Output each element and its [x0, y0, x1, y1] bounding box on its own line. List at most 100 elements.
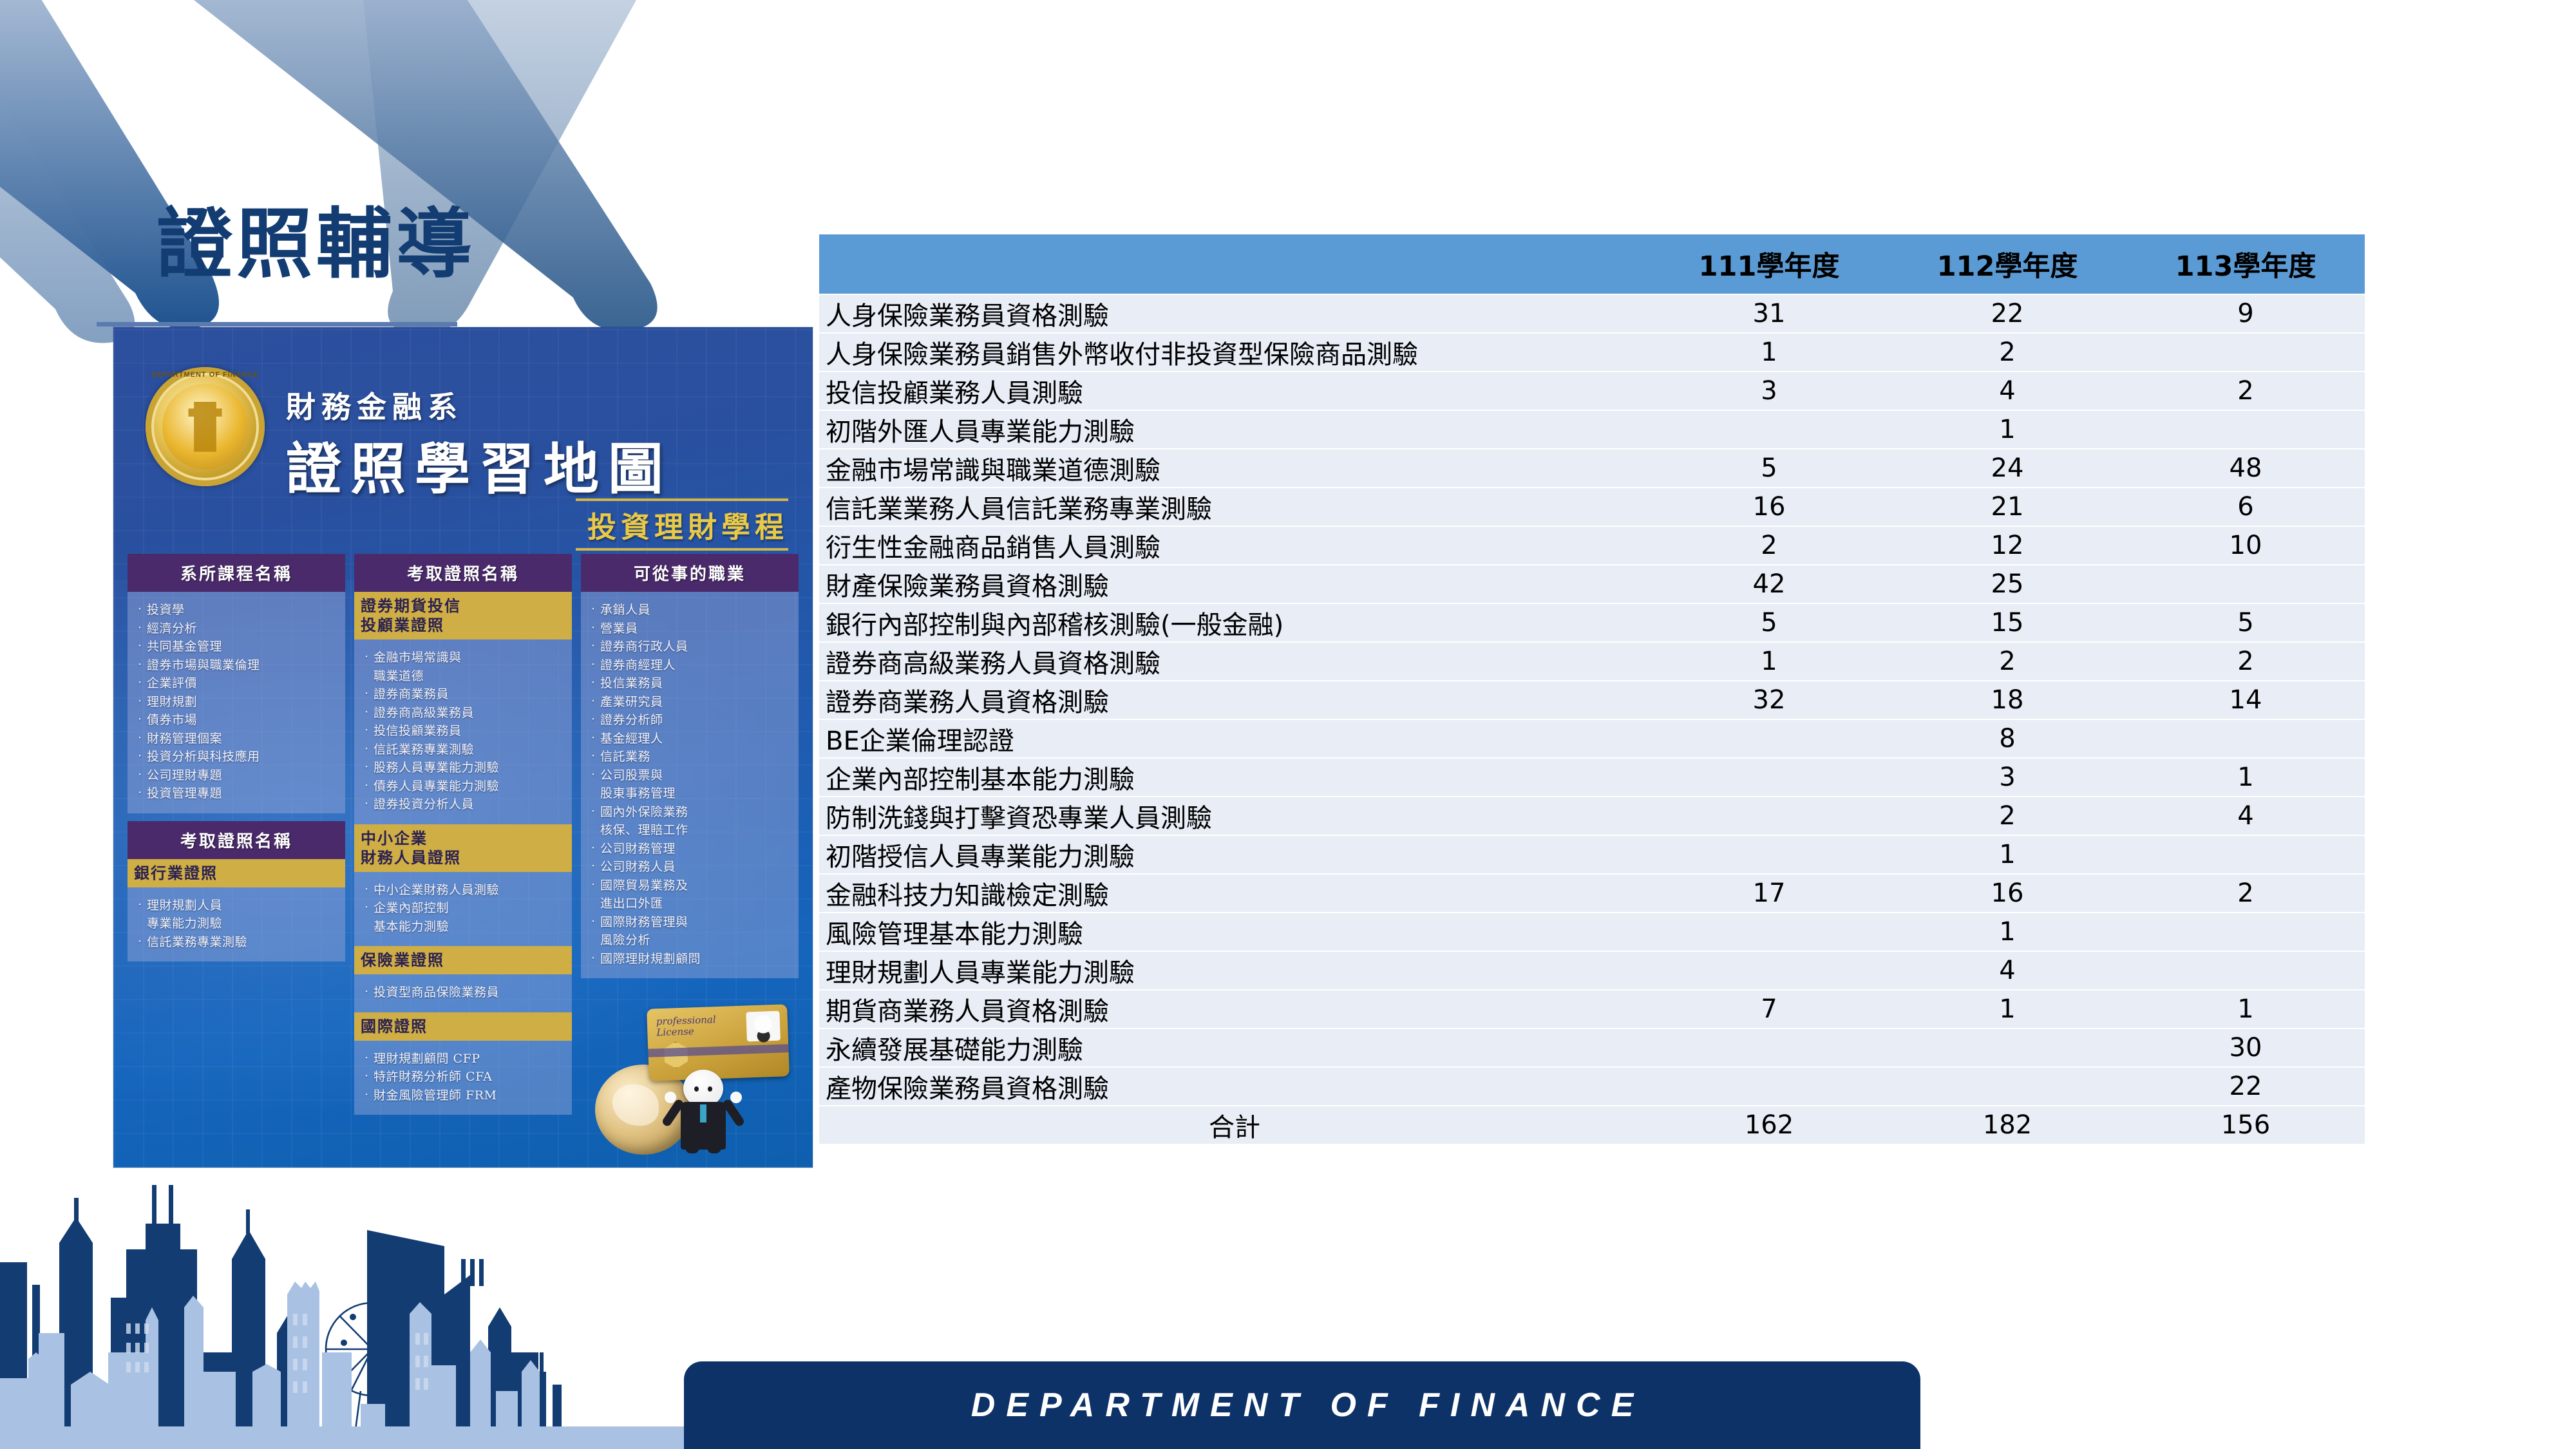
list-item-continuation: 專業能力測驗 — [147, 916, 223, 931]
certification-counts-table: 111學年度 112學年度 113學年度 人身保險業務員資格測驗 31 22 9 人身保… — [819, 233, 2365, 1145]
cell-112: 2 — [1888, 643, 2126, 680]
cell-exam-name: 人身保險業務員銷售外幣收付非投資型保險商品測驗 — [819, 334, 1650, 371]
poster-column-spacer — [128, 813, 345, 821]
cell-exam-name: BE企業倫理認證 — [819, 720, 1650, 757]
poster-column-courses: 系所課程名稱 投資學 經濟分析 共同基金管理 證券市場與職業倫理 企業評價 理財… — [128, 554, 345, 1115]
cell-112: 1 — [1888, 411, 2126, 448]
poster-column-body: 金融市場常識與 職業道德 證券商業務員 證券商高級業務員 投信投顧業務員 信託業… — [354, 639, 572, 824]
cell-112: 12 — [1888, 527, 2126, 564]
poster-band: 中小企業 財務人員證照 — [354, 824, 572, 872]
cell-112: 4 — [1888, 372, 2126, 410]
cell-113: 14 — [2126, 681, 2365, 719]
table-header: 111學年度 112學年度 113學年度 — [819, 234, 2365, 294]
decorative-chevrons — [0, 0, 805, 361]
table-row: 投信投顧業務人員測驗 3 4 2 — [819, 372, 2365, 410]
column-header-113: 113學年度 — [2126, 234, 2365, 294]
globe-icon — [595, 1065, 692, 1155]
list-item: 投資管理專題 — [137, 784, 339, 803]
table-row: 理財規劃人員專業能力測驗 4 — [819, 952, 2365, 989]
cell-exam-name: 合計 — [819, 1106, 1650, 1144]
cell-111: 3 — [1650, 372, 1888, 410]
footer-band: DEPARTMENT OF FINANCE — [684, 1361, 1920, 1449]
list-item: 證券商高級業務員 — [363, 703, 565, 723]
poster-list: 中小企業財務人員測驗 企業內部控制 基本能力測驗 — [363, 880, 565, 936]
cityscape-illustration — [0, 1185, 721, 1449]
cell-113: 156 — [2126, 1106, 2365, 1144]
cell-113: 4 — [2126, 797, 2365, 835]
list-item: 公司財務人員 — [590, 857, 792, 876]
table-header-row: 111學年度 112學年度 113學年度 — [819, 234, 2365, 294]
cell-113: 2 — [2126, 643, 2365, 680]
cell-111 — [1650, 952, 1888, 989]
cell-112: 182 — [1888, 1106, 2126, 1144]
mascot-body — [661, 1070, 746, 1153]
cell-exam-name: 證券商業務人員資格測驗 — [819, 681, 1650, 719]
list-item: 理財規劃顧問 CFP — [363, 1049, 565, 1068]
cell-111: 2 — [1650, 527, 1888, 564]
seal-emblem-icon — [188, 401, 222, 452]
cell-exam-name: 投信投顧業務人員測驗 — [819, 372, 1650, 410]
cell-exam-name: 金融科技力知識檢定測驗 — [819, 875, 1650, 912]
cell-exam-name: 證券商高級業務人員資格測驗 — [819, 643, 1650, 680]
poster-column-certificates: 考取證照名稱 證券期貨投信 投顧業證照 金融市場常識與 職業道德 證券商業務員 … — [354, 554, 572, 1115]
cell-111: 1 — [1650, 643, 1888, 680]
cell-111: 1 — [1650, 334, 1888, 371]
page-title: 證照輔導 — [156, 200, 477, 289]
poster-columns: 系所課程名稱 投資學 經濟分析 共同基金管理 證券市場與職業倫理 企業評價 理財… — [128, 554, 799, 1115]
list-item-continuation: 風險分析 — [600, 933, 651, 947]
cell-112: 2 — [1888, 797, 2126, 835]
poster-department: 財務金融系 — [286, 390, 463, 424]
certification-roadmap-poster: DEPARTMENT OF FINANCE 財務金融系 證照學習地圖 投資理財學… — [113, 327, 813, 1168]
list-item: 公司財務管理 — [590, 839, 792, 858]
cell-exam-name: 風險管理基本能力測驗 — [819, 913, 1650, 951]
table-row: 產物保險業務員資格測驗 22 — [819, 1068, 2365, 1105]
list-item: 財務管理個案 — [137, 729, 339, 748]
table-row: 期貨商業務人員資格測驗 7 1 1 — [819, 990, 2365, 1028]
mascot-hand-left — [665, 1092, 676, 1103]
list-item: 信託業務專業測驗 — [363, 740, 565, 759]
seal-ring-text: DEPARTMENT OF FINANCE — [151, 371, 259, 379]
cell-112: 1 — [1888, 836, 2126, 873]
poster-list: 理財規劃顧問 CFP 特許財務分析師 CFA 財金風險管理師 FRM — [363, 1049, 565, 1105]
cell-111 — [1650, 759, 1888, 796]
list-item: 債券市場 — [137, 710, 339, 730]
poster-band: 保險業證照 — [354, 946, 572, 974]
poster-list: 投資學 經濟分析 共同基金管理 證券市場與職業倫理 企業評價 理財規劃 債券市場… — [137, 600, 339, 803]
cityscape-light-layer — [0, 1282, 721, 1449]
list-item-continuation: 職業道德 — [374, 668, 424, 683]
list-item: 國內外保險業務 — [590, 802, 792, 822]
mascot-head-icon — [683, 1070, 723, 1107]
cell-111 — [1650, 411, 1888, 448]
list-item: 投信業務員 — [590, 674, 792, 693]
cell-113 — [2126, 334, 2365, 371]
poster-column-title: 系所課程名稱 — [128, 554, 345, 592]
list-item-continuation: 基本能力測驗 — [374, 919, 450, 934]
list-item-continuation: 股東事務管理 — [600, 786, 676, 800]
cell-112: 22 — [1888, 295, 2126, 332]
poster-column-title: 考取證照名稱 — [354, 554, 572, 592]
cell-113 — [2126, 952, 2365, 989]
poster-column-body-2: 理財規劃人員 專業能力測驗 信託業務專業測驗 — [128, 887, 345, 961]
list-item: 證券投資分析人員 — [363, 795, 565, 814]
cell-exam-name: 初階外匯人員專業能力測驗 — [819, 411, 1650, 448]
cell-111 — [1650, 836, 1888, 873]
cell-exam-name: 防制洗錢與打擊資恐專業人員測驗 — [819, 797, 1650, 835]
cell-113: 10 — [2126, 527, 2365, 564]
list-item: 產業研究員 — [590, 692, 792, 712]
cell-112: 1 — [1888, 990, 2126, 1028]
cell-112 — [1888, 1029, 2126, 1066]
table-body: 人身保險業務員資格測驗 31 22 9 人身保險業務員銷售外幣收付非投資型保險商品測驗 1… — [819, 295, 2365, 1144]
column-header-112: 112學年度 — [1888, 234, 2126, 294]
poster-band: 證券期貨投信 投顧業證照 — [354, 592, 572, 639]
cell-113 — [2126, 720, 2365, 757]
cell-111: 162 — [1650, 1106, 1888, 1144]
cell-113: 2 — [2126, 372, 2365, 410]
column-header-name — [819, 234, 1650, 294]
cityscape-dark-layer — [0, 1185, 562, 1449]
cell-112: 1 — [1888, 913, 2126, 951]
cell-111: 5 — [1650, 450, 1888, 487]
poster-subtitle-block: 投資理財學程 — [576, 496, 788, 553]
list-item-continuation: 核保、理賠工作 — [600, 823, 688, 837]
cell-113 — [2126, 411, 2365, 448]
cell-exam-name: 銀行內部控制與內部稽核測驗(一般金融) — [819, 604, 1650, 641]
